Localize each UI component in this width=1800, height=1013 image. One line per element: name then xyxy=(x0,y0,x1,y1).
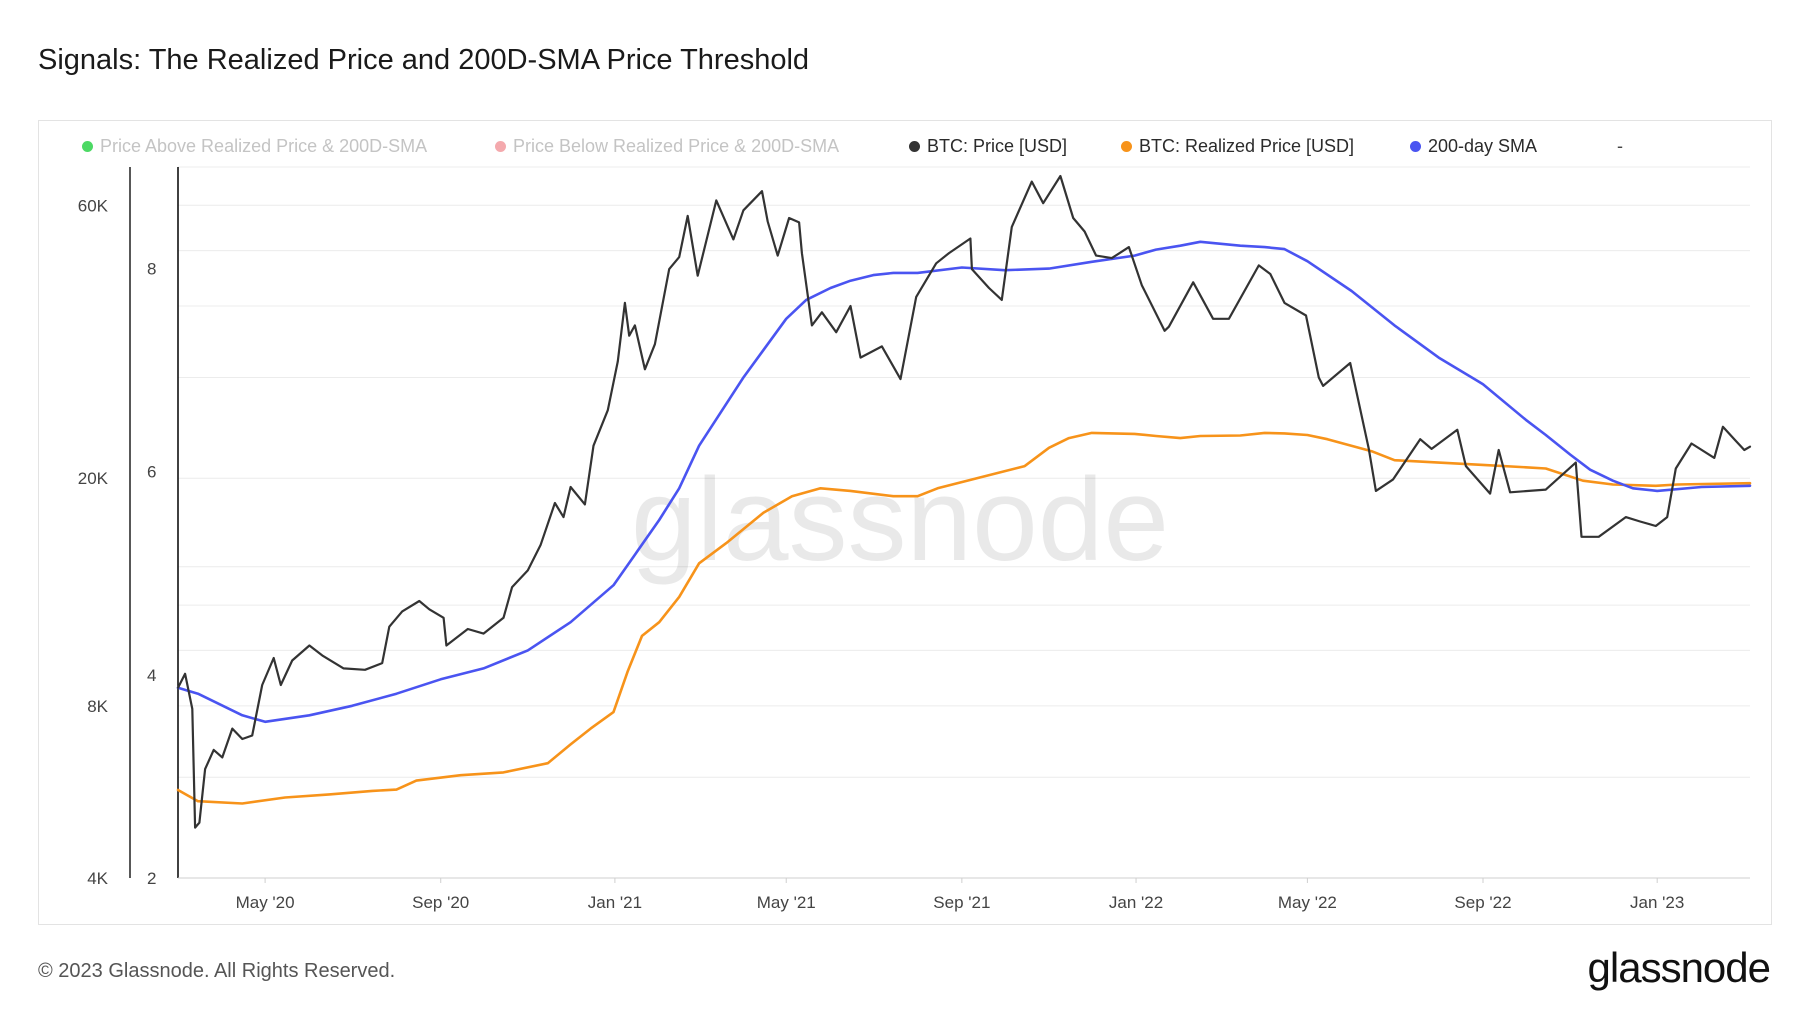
legend-dot-icon xyxy=(495,141,506,152)
x-tick-label: Sep '21 xyxy=(933,893,990,912)
x-tick-label: Jan '21 xyxy=(588,893,642,912)
y-left-tick-label: 60K xyxy=(78,196,109,215)
series-layer xyxy=(176,174,1752,829)
legend-label: BTC: Realized Price [USD] xyxy=(1139,136,1355,156)
legend-label: 200-day SMA xyxy=(1428,136,1538,156)
legend-item-btc-price[interactable]: BTC: Price [USD] xyxy=(909,136,1067,157)
copyright-footer: © 2023 Glassnode. All Rights Reserved. xyxy=(38,960,396,982)
y-left-tick-label: 4K xyxy=(87,869,108,888)
chart-legend: Price Above Realized Price & 200D-SMA Pr… xyxy=(38,136,1772,162)
x-tick-label: Jan '22 xyxy=(1109,893,1163,912)
chart-frame xyxy=(38,120,1772,925)
legend-extra: - xyxy=(1617,136,1623,156)
legend-item-realized-price[interactable]: BTC: Realized Price [USD] xyxy=(1121,136,1354,157)
y-left-tick-label: 8K xyxy=(87,697,108,716)
legend-label: Price Above Realized Price & 200D-SMA xyxy=(100,136,428,156)
x-tick-label: Sep '20 xyxy=(412,893,469,912)
y-left-tick-label: 20K xyxy=(78,469,109,488)
legend-dot-icon xyxy=(1121,141,1132,152)
y-right-tick-label: 4 xyxy=(147,666,156,685)
legend-dot-icon xyxy=(82,141,93,152)
glassnode-logo: glassnode xyxy=(1587,944,1771,991)
legend-dot-icon xyxy=(1410,141,1421,152)
series-line-btc-realized-price-usd xyxy=(176,431,1752,805)
y-right-tick-label: 8 xyxy=(147,260,156,279)
axes: 4K 8K 20K 60K 2 4 6 8 May '20 Sep '20 Jan '21 May '… xyxy=(78,167,1750,912)
legend-dot-icon xyxy=(909,141,920,152)
y-right-tick-label: 6 xyxy=(147,463,156,482)
legend-item-price-above[interactable]: Price Above Realized Price & 200D-SMA xyxy=(82,136,427,157)
legend-label: Price Below Realized Price & 200D-SMA xyxy=(513,136,840,156)
x-tick-label: May '21 xyxy=(757,893,816,912)
x-tick-label: Jan '23 xyxy=(1630,893,1684,912)
series-line-200-day-sma xyxy=(176,240,1752,724)
x-tick-label: May '22 xyxy=(1278,893,1337,912)
series-line-btc-price-usd xyxy=(176,174,1752,829)
x-tick-label: May '20 xyxy=(236,893,295,912)
legend-label: BTC: Price [USD] xyxy=(927,136,1068,156)
legend-item-200-day-sma[interactable]: 200-day SMA xyxy=(1410,136,1537,157)
legend-item-price-below[interactable]: Price Below Realized Price & 200D-SMA xyxy=(495,136,839,157)
y-right-tick-label: 2 xyxy=(147,869,156,888)
watermark: glassnode xyxy=(631,454,1169,586)
x-tick-label: Sep '22 xyxy=(1454,893,1511,912)
chart-title: Signals: The Realized Price and 200D-SMA… xyxy=(38,44,810,76)
